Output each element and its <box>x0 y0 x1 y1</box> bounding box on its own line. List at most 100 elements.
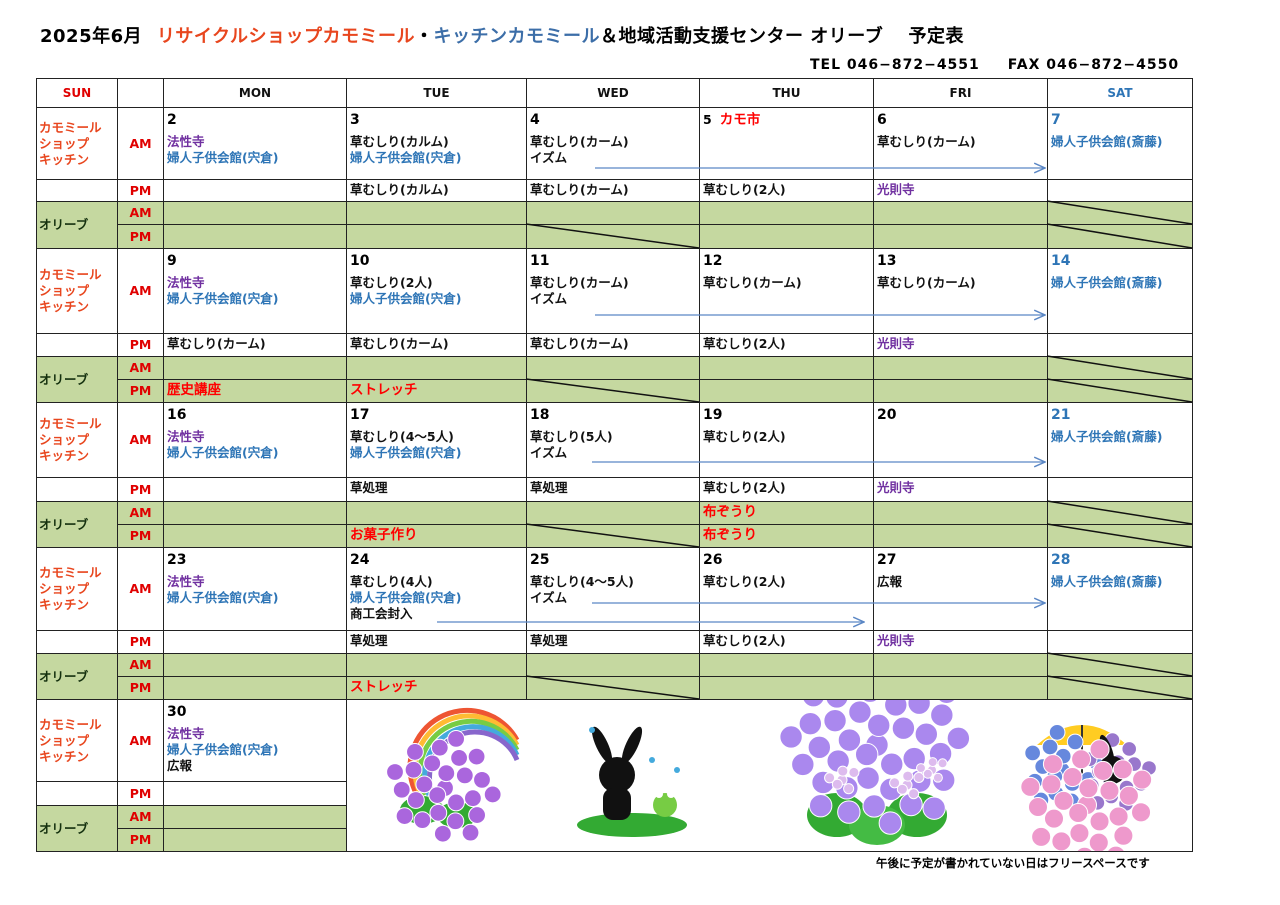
olive-cell-am: 布ぞうり <box>699 501 874 525</box>
day-cell-pm <box>163 781 347 806</box>
ampm-label-text: PM <box>129 680 152 695</box>
day-cell-pm: 草むしり(2人) <box>699 630 874 654</box>
row-label-olive-text: オリーブ <box>39 371 89 387</box>
row-label-kitchen: カモミール ショップ キッチン <box>36 248 118 334</box>
olive-cell-am <box>346 201 527 225</box>
row-label-kitchen-line: カモミール <box>39 416 102 431</box>
day-header: THU <box>699 78 874 108</box>
row-label-kitchen-line: カモミール <box>39 716 102 732</box>
fax-number: FAX 046−872−4550 <box>1007 57 1180 73</box>
olive-cell-pm <box>699 676 874 700</box>
olive-cell-pm <box>526 224 700 249</box>
olive-item: 布ぞうり <box>703 504 757 520</box>
ampm-label-text: AM <box>129 732 152 748</box>
ampm-label: AM <box>117 356 164 380</box>
row-label-olive-text: オリーブ <box>39 516 89 532</box>
row-label-olive-text: オリーブ <box>39 668 89 684</box>
day-header-label: MON <box>238 86 272 100</box>
row-label-kitchen-line: カモミール <box>39 565 102 580</box>
day-number: 18 <box>530 407 550 423</box>
day-number: 9 <box>167 253 177 269</box>
schedule-item: 婦人子供会館(宍倉) <box>350 150 462 165</box>
ampm-label: PM <box>117 828 164 852</box>
olive-cell-am <box>873 653 1048 677</box>
olive-cell-pm <box>1047 676 1193 700</box>
day-cell-pm <box>163 179 347 202</box>
day-header: FRI <box>873 78 1048 108</box>
day-header-label: WED <box>597 86 629 100</box>
olive-cell-am <box>526 653 700 677</box>
schedule-item: 婦人子供会館(宍倉) <box>167 445 279 460</box>
page-title: 2025年6月 リサイクルショップカモミール・キッチンカモミール＆地域活動支援セ… <box>40 22 964 48</box>
day-cell-am: 20 <box>873 402 1048 478</box>
schedule-item: 草むしり(カーム) <box>877 134 976 149</box>
olive-cell-am <box>163 501 347 525</box>
sun-empty <box>36 179 118 202</box>
schedule-item: 広報 <box>167 758 193 773</box>
row-label-kitchen-line: ショップ <box>39 135 90 151</box>
olive-cell-am <box>1047 356 1193 380</box>
ampm-label: PM <box>117 676 164 700</box>
olive-cell-pm <box>873 524 1048 548</box>
olive-cell-am <box>873 356 1048 380</box>
rainbow-hydrangea-icon <box>386 707 520 843</box>
schedule-item: 光則寺 <box>877 480 915 495</box>
day-cell-pm: 草むしり(2人) <box>699 333 874 357</box>
olive-cell-am <box>346 501 527 525</box>
tel-number: TEL 046−872−4551 <box>810 57 980 73</box>
ampm-label-text: AM <box>129 432 152 447</box>
day-number: 3 <box>350 112 360 128</box>
olive-cell-pm <box>163 224 347 249</box>
olive-cell-pm <box>163 524 347 548</box>
schedule-item: 草むしり(カーム) <box>530 134 629 149</box>
title-dot: ・ <box>415 26 434 47</box>
day-cell-am: 23 法性寺 婦人子供会館(宍倉) <box>163 547 347 631</box>
row-label-kitchen-line: ショップ <box>39 432 90 447</box>
ampm-label: AM <box>117 107 164 180</box>
day-header-label: TUE <box>423 86 450 100</box>
day-cell-am: 13 草むしり(カーム) <box>873 248 1048 334</box>
day-cell-pm <box>1047 630 1193 654</box>
day-cell-am: 18 草むしり(5人) イズム <box>526 402 700 478</box>
schedule-item: 草むしり(カーム) <box>703 275 802 290</box>
schedule-item: 草むしり(カルム) <box>350 134 449 149</box>
day-header-label: SAT <box>1107 86 1133 100</box>
hydrangea-icon <box>779 700 971 845</box>
schedule-item: 草むしり(カーム) <box>350 336 449 351</box>
title-shop: リサイクルショップカモミール <box>156 26 416 47</box>
day-number: 7 <box>1051 112 1061 128</box>
olive-cell-am <box>699 201 874 225</box>
olive-cell-am <box>1047 501 1193 525</box>
day-cell-pm: 光則寺 <box>873 179 1048 202</box>
schedule-item: 法性寺 <box>167 429 205 444</box>
day-cell-pm <box>1047 477 1193 502</box>
row-label-olive-text: オリーブ <box>39 217 89 232</box>
day-cell-am: 25 草むしり(4～5人) イズム <box>526 547 700 631</box>
ampm-label-text: PM <box>129 481 152 497</box>
day-cell-am: 24 草むしり(4人) 婦人子供会館(宍倉) 商工会封入 <box>346 547 527 631</box>
day-cell-am: 6 草むしり(カーム) <box>873 107 1048 180</box>
olive-cell-pm <box>346 224 527 249</box>
olive-cell-am <box>163 653 347 677</box>
footer-note: 午後に予定が書かれていない日はフリースペースです <box>876 856 1150 870</box>
day-cell-am: 28 婦人子供会館(斎藤) <box>1047 547 1193 631</box>
olive-cell-am <box>163 201 347 225</box>
schedule-item: 婦人子供会館(斎藤) <box>1051 134 1163 149</box>
schedule-item: 草処理 <box>350 633 388 648</box>
row-label-kitchen-line: ショップ <box>39 581 90 596</box>
schedule-item: 法性寺 <box>167 574 205 589</box>
olive-cell-am <box>163 805 347 829</box>
day-cell-am: 16 法性寺 婦人子供会館(宍倉) <box>163 402 347 478</box>
row-label-kitchen: カモミール ショップ キッチン <box>36 547 118 631</box>
day-number: 21 <box>1051 407 1071 423</box>
day-cell-am: 19 草むしり(2人) <box>699 402 874 478</box>
day-event: カモ市 <box>719 112 761 128</box>
day-cell-pm <box>163 477 347 502</box>
ampm-label-text: PM <box>129 528 152 543</box>
day-number: 13 <box>877 253 897 269</box>
day-cell-am: 26 草むしり(2人) <box>699 547 874 631</box>
day-number: 24 <box>350 552 370 568</box>
day-cell-am: 17 草むしり(4～5人) 婦人子供会館(宍倉) <box>346 402 527 478</box>
schedule-item: 草むしり(2人) <box>703 574 786 589</box>
ampm-label: AM <box>117 248 164 334</box>
